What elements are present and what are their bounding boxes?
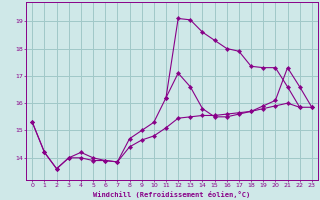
X-axis label: Windchill (Refroidissement éolien,°C): Windchill (Refroidissement éolien,°C) bbox=[93, 191, 251, 198]
